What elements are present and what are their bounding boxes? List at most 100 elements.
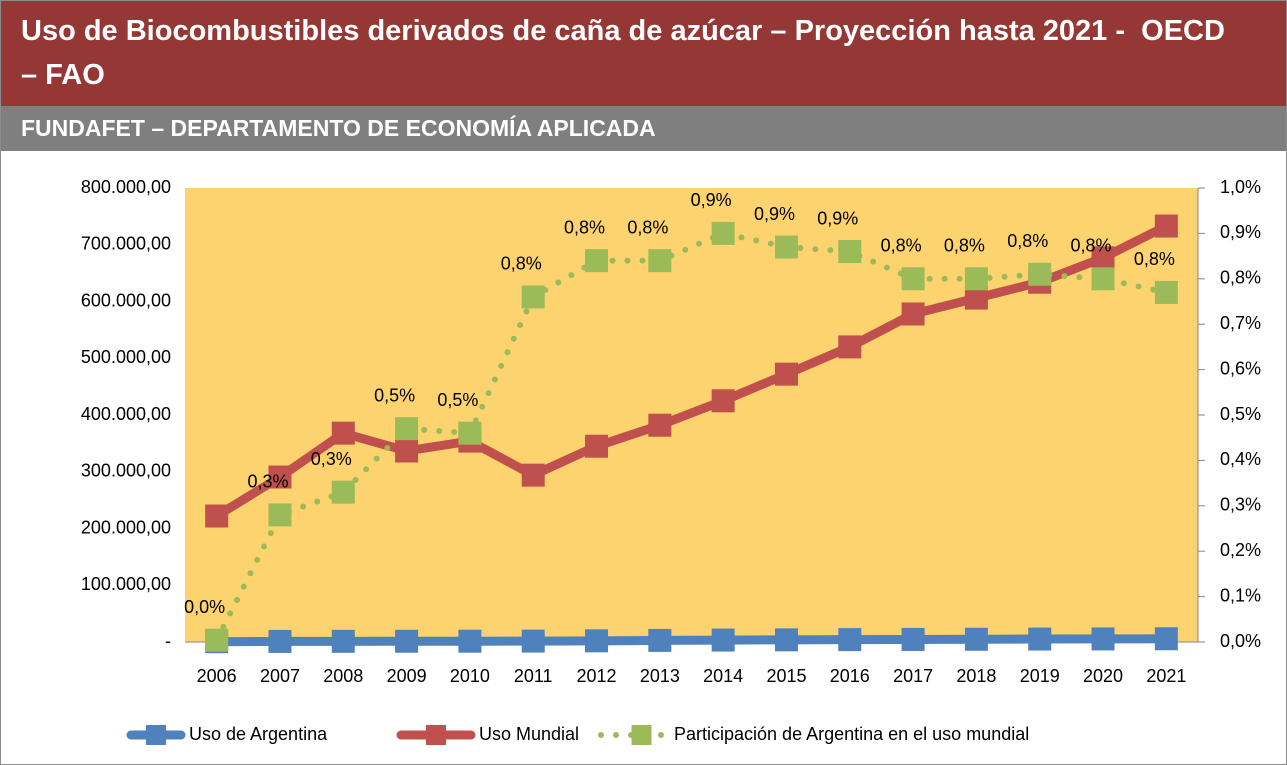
marker [1154, 214, 1178, 238]
y-tick-label: 400.000,00 [81, 404, 171, 424]
marker [585, 249, 609, 273]
legend-label: Uso de Argentina [189, 724, 328, 744]
marker [395, 439, 419, 463]
marker [711, 221, 735, 245]
marker [648, 628, 672, 652]
x-tick-label: 2007 [260, 666, 300, 686]
marker [774, 628, 798, 652]
y2-tick-label: 0,0% [1220, 631, 1261, 651]
y2-tick-label: 0,5% [1220, 404, 1261, 424]
marker [1154, 627, 1178, 651]
x-tick-label: 2006 [197, 666, 237, 686]
marker [205, 628, 229, 652]
chart: - 100.000,00 200.000,00 300.000,00 400.000,0… [81, 177, 1261, 745]
legend-marker [146, 725, 166, 745]
y-tick-label: 800.000,00 [81, 177, 171, 197]
y2-tick-label: 0,9% [1220, 222, 1261, 242]
y2-tick-label: 0,1% [1220, 585, 1261, 605]
marker [838, 335, 862, 359]
legend-label: Uso Mundial [479, 724, 579, 744]
data-label: 0,9% [754, 204, 795, 224]
marker [268, 465, 292, 489]
data-label: 0,9% [691, 190, 732, 210]
marker [964, 627, 988, 651]
marker [1091, 627, 1115, 651]
marker [774, 235, 798, 259]
x-tick-label: 2009 [387, 666, 427, 686]
data-label: 0,8% [1007, 231, 1048, 251]
series-line [212, 634, 1171, 647]
marker [205, 504, 229, 528]
data-label: 0,8% [627, 217, 668, 237]
marker [901, 627, 925, 651]
x-tick-label: 2011 [514, 666, 553, 686]
series-line [213, 230, 1170, 644]
marker [521, 285, 545, 309]
y2-tick-label: 0,8% [1220, 268, 1261, 288]
marker [585, 629, 609, 653]
x-tick-label: 2017 [893, 666, 933, 686]
y-tick-label: 600.000,00 [81, 290, 171, 310]
y-tick-label: - [165, 631, 171, 651]
marker [838, 240, 862, 264]
x-tick-label: 2021 [1146, 666, 1186, 686]
marker [1091, 267, 1115, 291]
marker [331, 629, 355, 653]
x-tick-label: 2016 [830, 666, 870, 686]
data-label: 0,8% [564, 217, 605, 237]
marker [964, 286, 988, 310]
marker [648, 413, 672, 437]
marker [1028, 627, 1052, 651]
x-tick-label: 2019 [1020, 666, 1060, 686]
data-label: 0,8% [1134, 249, 1175, 269]
data-label: 0,5% [374, 385, 415, 405]
x-tick-label: 2020 [1083, 666, 1123, 686]
data-label: 0,9% [817, 208, 858, 228]
marker [1028, 262, 1052, 286]
marker [774, 362, 798, 386]
y2-tick-label: 0,7% [1220, 313, 1261, 333]
marker [331, 421, 355, 445]
x-tick-label: 2013 [640, 666, 680, 686]
y-tick-label: 300.000,00 [81, 461, 171, 481]
y-tick-label: 700.000,00 [81, 234, 171, 254]
marker [395, 629, 419, 653]
marker [395, 417, 419, 441]
subtitle: FUNDAFET – DEPARTAMENTO DE ECONOMÍA APLI… [1, 106, 1286, 151]
marker [711, 628, 735, 652]
data-label: 0,0% [184, 597, 225, 617]
marker [648, 249, 672, 273]
legend-label: Participación de Argentina en el uso mun… [674, 724, 1029, 744]
y2-tick-label: 0,6% [1220, 358, 1261, 378]
marker [585, 434, 609, 458]
marker [458, 629, 482, 653]
y-tick-label: 100.000,00 [81, 574, 171, 594]
data-label: 0,5% [437, 390, 478, 410]
marker [521, 463, 545, 487]
marker [331, 480, 355, 504]
marker [458, 421, 482, 445]
y2-tick-label: 0,4% [1220, 449, 1261, 469]
y2-tick-label: 0,3% [1220, 495, 1261, 515]
y-tick-label: 500.000,00 [81, 347, 171, 367]
marker [838, 628, 862, 652]
legend-marker [631, 725, 652, 745]
y-tick-label: 200.000,00 [81, 517, 171, 537]
data-label: 0,8% [881, 236, 922, 256]
data-label: 0,3% [311, 449, 352, 469]
x-tick-label: 2008 [323, 666, 363, 686]
x-tick-label: 2012 [577, 666, 617, 686]
marker [901, 302, 925, 326]
marker [268, 629, 292, 653]
data-label: 0,8% [944, 236, 985, 256]
legend-marker [426, 725, 446, 745]
series-line [212, 221, 1171, 521]
y2-tick-label: 1,0% [1220, 177, 1261, 197]
x-tick-label: 2010 [450, 666, 490, 686]
marker [711, 389, 735, 413]
marker [901, 267, 925, 291]
marker [964, 267, 988, 291]
marker [268, 503, 292, 527]
title: Uso de Biocombustibles derivados de caña… [1, 1, 1246, 106]
